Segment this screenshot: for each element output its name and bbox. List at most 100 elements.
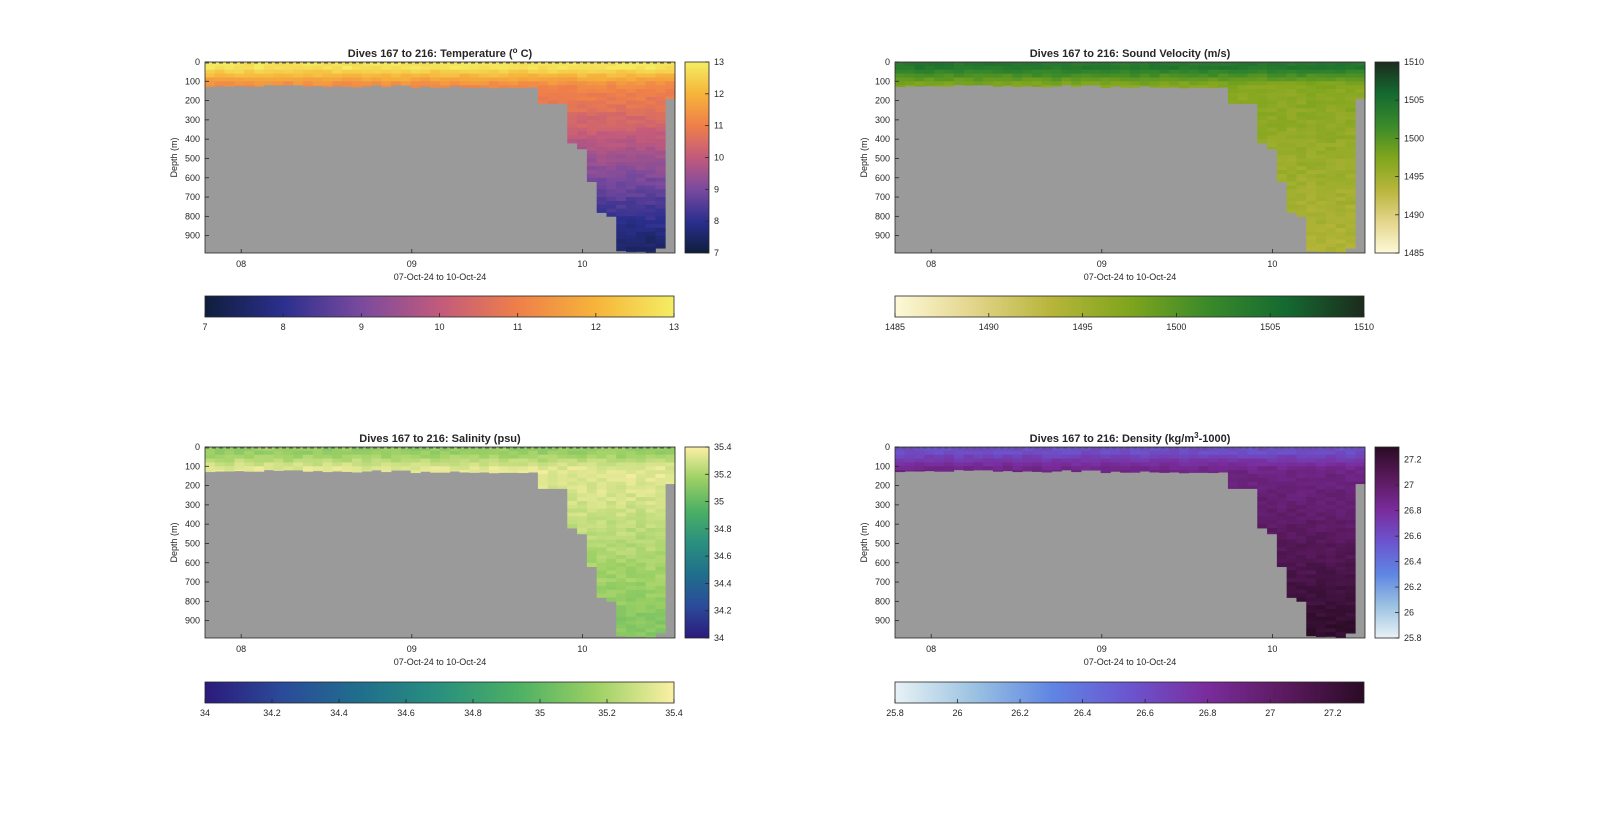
data-cell — [616, 524, 627, 529]
data-cell — [1306, 204, 1317, 210]
data-cell — [312, 85, 323, 87]
data-cell — [1120, 454, 1131, 459]
data-cell — [1345, 462, 1356, 467]
data-cell — [577, 520, 588, 525]
data-cell — [895, 458, 906, 463]
data-cell — [596, 462, 607, 467]
data-cell — [1345, 231, 1356, 237]
data-cell — [1149, 466, 1160, 471]
data-cell — [1325, 62, 1337, 67]
data-cell — [440, 470, 451, 473]
data-cell — [616, 143, 627, 148]
data-cell — [655, 531, 666, 537]
data-cell — [449, 466, 460, 471]
data-cell — [934, 77, 945, 82]
data-cell — [1257, 89, 1268, 94]
data-cell — [557, 470, 568, 475]
data-cell — [1257, 477, 1268, 483]
data-cell — [205, 73, 216, 78]
data-cell — [934, 450, 945, 456]
data-cell — [244, 77, 255, 82]
data-cell — [606, 454, 617, 459]
data-cell — [616, 578, 627, 583]
colorbar-tick-label: 12 — [714, 89, 724, 99]
data-cell — [1345, 239, 1356, 244]
data-cell — [567, 477, 578, 483]
data-cell — [1325, 616, 1337, 622]
data-cell — [1325, 112, 1337, 117]
data-cell — [596, 181, 607, 186]
data-cell — [1345, 566, 1356, 571]
data-cell — [1325, 135, 1337, 140]
data-cell — [626, 85, 637, 90]
data-cell — [302, 450, 314, 456]
data-cell — [635, 216, 647, 221]
data-cell — [1325, 528, 1337, 533]
data-cell — [904, 454, 915, 459]
data-cell — [626, 458, 637, 463]
data-cell — [400, 447, 412, 452]
data-cell — [1306, 243, 1317, 248]
data-cell — [449, 81, 460, 86]
data-cell — [645, 447, 656, 452]
data-cell — [943, 462, 955, 467]
data-cell — [547, 92, 558, 98]
data-cell — [1325, 92, 1337, 98]
data-cell — [1335, 162, 1346, 167]
data-cell — [606, 96, 617, 101]
data-cell — [1149, 81, 1160, 86]
data-cell — [1267, 497, 1278, 502]
data-cell — [410, 466, 421, 471]
data-cell — [1306, 493, 1317, 498]
data-cell — [1306, 216, 1317, 221]
data-cell — [1169, 69, 1180, 74]
data-cell — [1159, 470, 1170, 473]
data-cell — [1032, 450, 1043, 456]
data-cell — [655, 632, 666, 634]
data-cell — [1208, 462, 1219, 467]
data-cell — [1276, 535, 1288, 541]
data-cell — [1276, 139, 1288, 144]
data-cell — [1247, 96, 1258, 101]
data-cell — [1002, 77, 1013, 82]
data-cell — [1130, 62, 1141, 67]
data-cell — [1325, 200, 1337, 206]
data-cell — [273, 454, 284, 459]
data-cell — [537, 450, 549, 456]
x-tick-label: 09 — [1097, 259, 1107, 269]
data-cell — [645, 616, 656, 622]
data-cell — [1071, 462, 1082, 467]
data-cell — [400, 450, 412, 456]
data-cell — [1316, 450, 1327, 456]
data-cell — [616, 185, 627, 190]
data-cell — [895, 73, 906, 78]
data-cell — [1335, 558, 1346, 564]
data-cell — [391, 466, 402, 471]
data-cell — [1257, 108, 1268, 113]
data-cell — [1296, 520, 1307, 525]
data-cell — [253, 62, 265, 67]
data-cell — [1316, 585, 1327, 591]
data-cell — [1267, 470, 1278, 475]
data-cell — [459, 81, 470, 86]
data-cell — [626, 620, 637, 625]
data-cell — [1345, 247, 1356, 249]
data-cell — [645, 593, 656, 598]
data-cell — [371, 447, 382, 452]
data-cell — [273, 458, 284, 463]
data-cell — [1267, 481, 1278, 486]
data-cell — [1345, 524, 1356, 529]
data-cell — [586, 531, 598, 537]
colorbar-tick-label: 34.6 — [714, 551, 732, 561]
data-cell — [430, 447, 441, 452]
data-cell — [1345, 119, 1356, 125]
data-cell — [577, 466, 588, 471]
data-cell — [992, 65, 1004, 71]
data-cell — [1139, 470, 1150, 472]
data-cell — [410, 85, 421, 89]
data-cell — [1090, 466, 1102, 471]
data-cell — [1237, 73, 1248, 78]
data-cell — [635, 628, 647, 633]
data-cell — [430, 450, 441, 456]
data-cell — [1090, 447, 1102, 452]
